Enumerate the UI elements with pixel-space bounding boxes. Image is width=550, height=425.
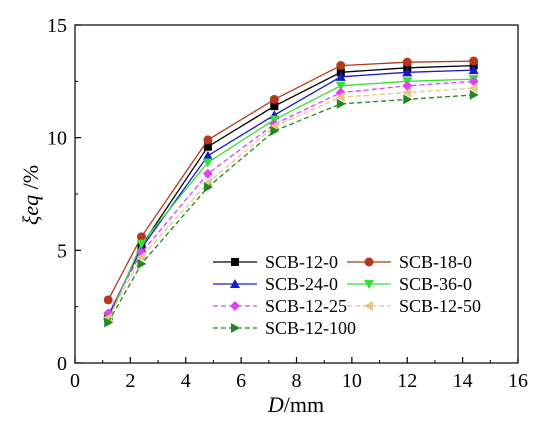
data-point (468, 65, 479, 75)
data-point (136, 252, 146, 263)
data-point (203, 135, 213, 145)
x-tick-label: 14 (453, 370, 473, 392)
data-point (402, 80, 413, 91)
data-point (468, 83, 478, 94)
data-point (202, 150, 213, 160)
y-axis-label: ξeq /% (18, 165, 43, 225)
data-point (468, 76, 479, 87)
legend-label: SCB-36-0 (399, 274, 472, 294)
data-point (402, 57, 412, 67)
legend-label: SCB-12-0 (265, 252, 338, 272)
legend-item: SCB-12-50 (347, 296, 481, 316)
series-layer (103, 56, 479, 328)
legend-item: SCB-18-0 (347, 252, 472, 272)
legend: SCB-12-0 SCB-18-0 SCB-24-0 SCB-36-0 SCB-12-2… (213, 252, 481, 338)
data-point (136, 232, 146, 242)
y-tick-label: 10 (47, 128, 67, 150)
series-scb-18-0 (103, 56, 479, 305)
data-point (202, 158, 213, 168)
legend-item: SCB-12-100 (213, 318, 356, 338)
legend-marker (364, 301, 373, 311)
x-tick-label: 0 (70, 370, 80, 392)
data-point (269, 94, 279, 104)
axes: 0 2 4 6 8 10 12 14 16 0 5 10 15 (47, 15, 528, 392)
data-point (137, 258, 147, 269)
y-tick-label: 0 (57, 353, 67, 375)
legend-label: SCB-12-100 (265, 318, 356, 338)
x-tick-label: 8 (292, 370, 302, 392)
data-point (270, 102, 279, 111)
series-scb-12-100 (104, 89, 479, 328)
legend-item: SCB-12-0 (213, 252, 338, 272)
data-point (203, 142, 212, 151)
data-point (270, 125, 280, 136)
data-point (335, 71, 346, 81)
x-tick-label: 2 (125, 370, 135, 392)
y-tick-label: 15 (47, 15, 67, 37)
x-tick-label: 10 (342, 370, 362, 392)
data-point (403, 94, 413, 105)
legend-label: SCB-24-0 (265, 274, 338, 294)
data-point (469, 56, 479, 66)
legend-marker (231, 258, 239, 266)
x-tick-label: 12 (397, 370, 417, 392)
data-point (336, 61, 346, 71)
data-point (103, 295, 113, 305)
y-axis-unit: /% (18, 165, 43, 195)
x-tick-label: 4 (181, 370, 191, 392)
data-point (335, 81, 346, 91)
legend-item: SCB-24-0 (213, 274, 338, 294)
legend-label: SCB-12-50 (399, 296, 481, 316)
legend-marker (364, 257, 374, 267)
legend-marker (364, 280, 374, 289)
x-tick-label: 16 (508, 370, 528, 392)
data-point (203, 182, 213, 193)
legend-label: SCB-12-25 (265, 296, 347, 316)
x-axis-label: D/mm (267, 392, 324, 417)
y-axis-var: ξeq (18, 195, 43, 225)
legend-item: SCB-12-25 (213, 296, 347, 316)
data-point (104, 317, 114, 328)
data-point (469, 89, 479, 100)
data-point (402, 87, 412, 98)
data-point (202, 168, 213, 179)
y-tick-label: 5 (57, 240, 67, 262)
data-point (335, 92, 345, 103)
legend-marker (231, 323, 240, 333)
legend-marker (230, 301, 240, 311)
data-point (269, 121, 279, 132)
series-scb-12-25 (103, 76, 479, 319)
data-point (402, 67, 413, 77)
legend-item: SCB-36-0 (347, 274, 472, 294)
data-point (336, 98, 346, 109)
x-axis-unit: /mm (284, 392, 324, 417)
x-tick-label: 6 (236, 370, 246, 392)
data-point (136, 239, 147, 249)
x-axis-var: D (267, 392, 284, 417)
legend-marker (230, 279, 240, 288)
legend-label: SCB-18-0 (399, 252, 472, 272)
